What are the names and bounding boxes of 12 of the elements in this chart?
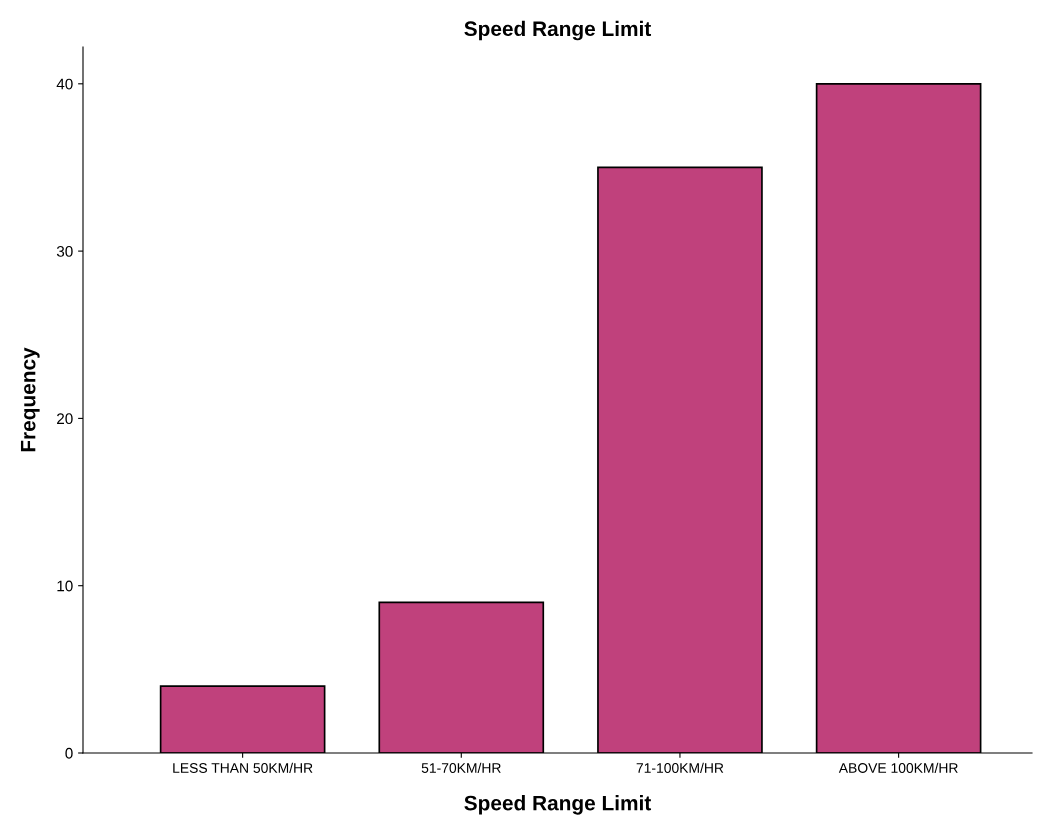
y-axis-title: Frequency [20,347,40,452]
chart-title: Speed Range Limit [464,20,652,41]
x-tick-label: LESS THAN 50KM/HR [173,762,313,773]
x-axis-title: Speed Range Limit [464,795,652,815]
y-tick-label: 30 [56,245,73,257]
y-tick-label: 0 [65,747,73,759]
y-tick-label: 10 [57,580,73,592]
x-tick-label: 71-100KM/HR [636,762,724,773]
x-tick-label: ABOVE 100KM/HR [838,762,958,773]
x-tick-label: 51-70KM/HR [421,762,501,773]
y-tick-label: 20 [57,413,73,425]
y-tick-label: 40 [56,78,73,90]
